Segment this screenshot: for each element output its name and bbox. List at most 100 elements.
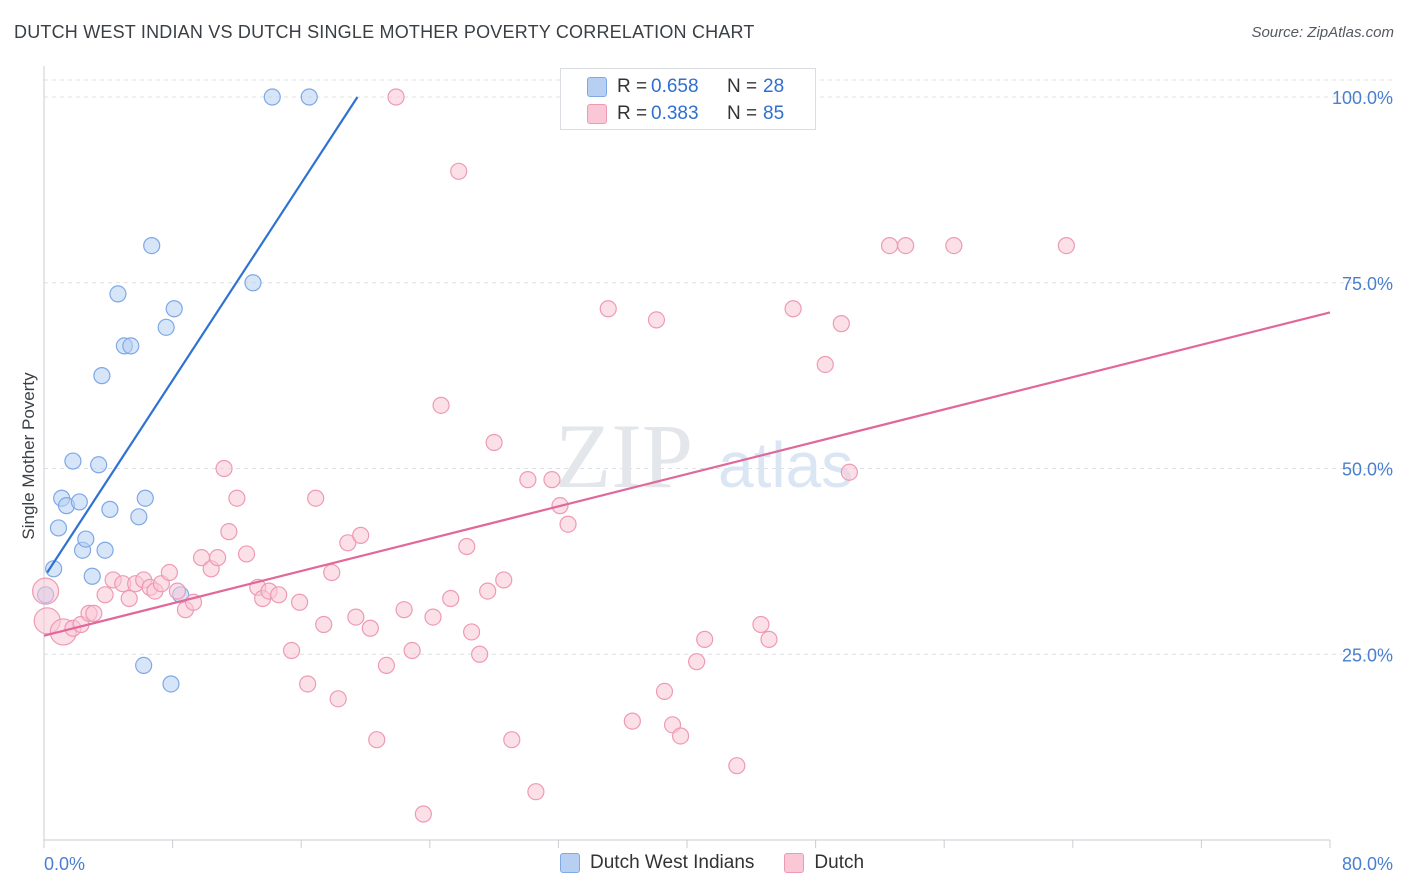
watermark-zip: ZIP xyxy=(555,405,693,507)
point-dutch xyxy=(307,489,325,507)
stats-row-dutch: R = 0.383 N = 85 xyxy=(587,101,784,127)
n-label: N = xyxy=(727,76,758,97)
y-tick-label: 50.0% xyxy=(1342,460,1393,480)
trend-lines xyxy=(43,96,1331,637)
point-dutch xyxy=(479,582,497,600)
point-dutch-west-indians xyxy=(49,519,68,537)
source-credit: Source: ZipAtlas.com xyxy=(1251,24,1394,41)
point-dutch xyxy=(599,300,617,318)
point-dutch xyxy=(688,653,706,671)
point-dutch xyxy=(559,515,577,533)
stats-legend: R = 0.658 N = 28 R = 0.383 N = 85 xyxy=(560,68,816,130)
r-value-dutch-west-indians: 0.658 xyxy=(651,76,699,97)
point-dutch xyxy=(339,534,357,552)
point-dutch xyxy=(209,549,227,567)
point-dutch-west-indians xyxy=(130,508,148,526)
legend-swatch-dutch-west-indians xyxy=(587,77,607,97)
point-dutch-west-indians xyxy=(162,675,180,693)
point-dutch xyxy=(96,586,114,604)
point-dutch-west-indians xyxy=(77,530,95,548)
point-dutch xyxy=(752,615,770,634)
x-tick-label: 0.0% xyxy=(44,854,85,874)
point-dutch xyxy=(387,88,405,106)
point-dutch xyxy=(299,675,317,693)
watermark-atlas: atlas xyxy=(718,429,853,501)
point-dutch xyxy=(623,712,641,730)
gridlines xyxy=(44,79,1395,655)
point-dutch xyxy=(647,311,666,329)
point-dutch-west-indians xyxy=(70,493,88,511)
point-dutch xyxy=(945,237,963,255)
point-dutch xyxy=(462,623,481,641)
point-dutch xyxy=(270,586,288,604)
point-dutch xyxy=(432,396,450,414)
point-dutch xyxy=(160,563,178,582)
point-dutch xyxy=(85,604,103,622)
point-dutch xyxy=(458,537,476,556)
point-dutch xyxy=(671,727,690,745)
point-dutch xyxy=(347,608,365,626)
point-dutch-west-indians xyxy=(157,318,175,336)
x-tick-label: 80.0% xyxy=(1342,854,1393,874)
point-dutch xyxy=(120,589,138,608)
point-dutch xyxy=(395,601,413,619)
r-label: R = xyxy=(617,103,648,124)
point-dutch xyxy=(728,757,746,775)
point-dutch xyxy=(329,690,347,708)
point-dutch xyxy=(352,526,370,544)
point-dutch-west-indians xyxy=(135,656,153,674)
legend-label-dutch: Dutch xyxy=(814,852,865,873)
point-dutch xyxy=(1057,237,1075,255)
point-dutch-west-indians xyxy=(244,274,262,292)
point-dutch-west-indians xyxy=(101,500,119,518)
point-dutch-west-indians xyxy=(143,237,161,255)
trend-line-dutch-west-indians xyxy=(46,96,359,574)
point-dutch xyxy=(228,489,246,507)
r-value-dutch: 0.383 xyxy=(651,103,699,124)
point-dutch xyxy=(880,237,899,255)
point-dutch-west-indians xyxy=(90,456,108,474)
point-dutch xyxy=(503,731,521,749)
point-dutch xyxy=(519,471,537,489)
point-dutch xyxy=(168,582,187,600)
data-points xyxy=(32,88,1075,823)
y-axis-label: Single Mother Poverty xyxy=(19,372,38,540)
axes xyxy=(43,66,1331,848)
point-dutch xyxy=(450,162,468,180)
legend-swatch-dutch-west-indians xyxy=(560,853,580,873)
point-dutch-west-indians xyxy=(83,567,101,585)
legend-label-dutch-west-indians: Dutch West Indians xyxy=(590,852,755,873)
n-label: N = xyxy=(727,103,758,124)
trend-line-dutch xyxy=(43,311,1331,637)
y-tick-label: 75.0% xyxy=(1342,274,1393,294)
point-dutch-west-indians xyxy=(263,88,281,106)
r-label: R = xyxy=(617,76,648,97)
point-dutch-west-indians xyxy=(109,285,127,303)
point-dutch xyxy=(760,630,778,648)
point-dutch xyxy=(290,593,309,611)
point-dutch xyxy=(471,645,489,663)
point-dutch xyxy=(816,355,834,374)
point-dutch xyxy=(220,523,238,541)
series-legend: Dutch West Indians Dutch xyxy=(560,852,894,874)
point-dutch xyxy=(424,608,442,626)
point-dutch-west-indians xyxy=(122,337,140,355)
point-dutch-west-indians xyxy=(300,88,318,106)
point-dutch xyxy=(543,471,561,489)
point-dutch xyxy=(414,805,432,823)
point-dutch-west-indians xyxy=(96,541,114,559)
legend-swatch-dutch xyxy=(784,853,805,873)
point-dutch xyxy=(495,571,513,589)
point-dutch xyxy=(655,682,674,701)
point-dutch xyxy=(237,545,256,563)
legend-swatch-dutch xyxy=(587,104,607,124)
point-dutch xyxy=(315,615,333,634)
y-tick-label: 25.0% xyxy=(1342,645,1393,665)
point-dutch xyxy=(361,619,379,637)
point-dutch-west-indians xyxy=(64,452,82,470)
stats-row-dutch-west-indians: R = 0.658 N = 28 xyxy=(587,74,784,100)
point-dutch xyxy=(784,300,802,318)
point-dutch xyxy=(215,459,233,478)
legend-item-dutch-west-indians: Dutch West Indians xyxy=(560,852,754,874)
point-dutch-west-indians xyxy=(165,300,183,318)
